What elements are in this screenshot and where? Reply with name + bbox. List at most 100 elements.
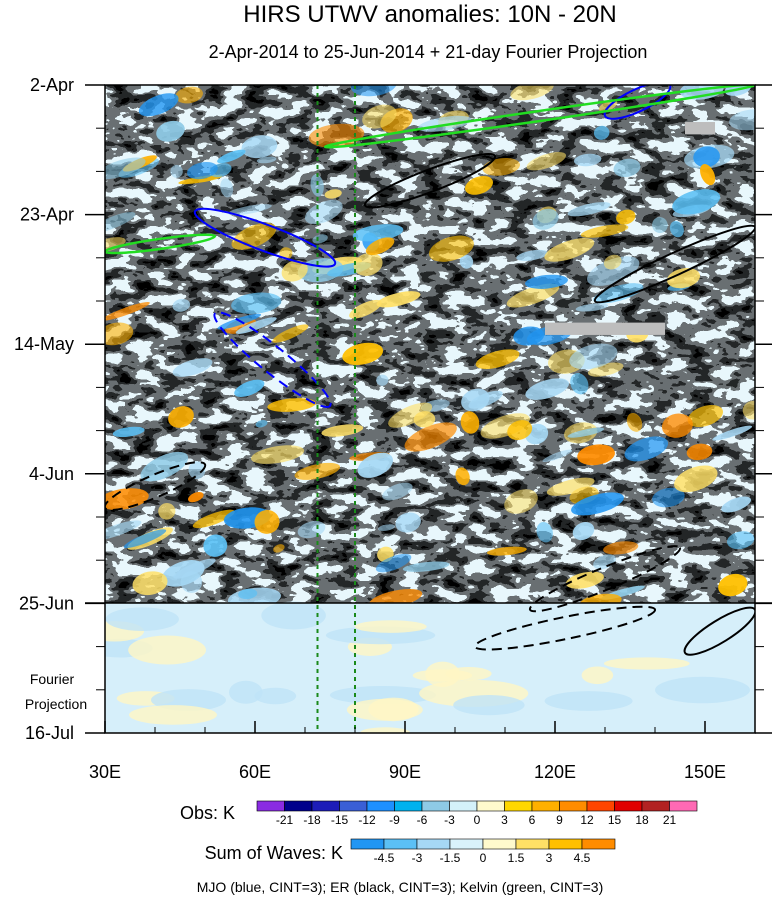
projection-cell — [354, 620, 427, 633]
anomaly-cell — [105, 237, 126, 253]
anomaly-cell — [312, 234, 328, 244]
anomaly-cell — [593, 283, 644, 304]
colorbar-swatch — [339, 800, 368, 812]
projection-cell — [603, 657, 690, 670]
anomaly-cell — [652, 217, 668, 234]
anomaly-cell — [238, 588, 258, 600]
anomaly-cell — [572, 522, 595, 541]
colorbar-level-label: -6 — [417, 813, 428, 827]
anomaly-cell — [544, 238, 595, 262]
anomaly-cell — [460, 411, 480, 434]
anomaly-cell — [105, 322, 134, 346]
waves-colorbar: Sum of Waves: K -4.5 -3 -1.5 0 1.5 3 4.5 — [205, 838, 616, 865]
anomaly-cell — [365, 237, 395, 256]
colorbar-level-label: 12 — [580, 813, 594, 827]
obs-colorbar: Obs: K -21 -18 -15 -12 -9 -6 -3 0 3 6 9 12 15 18 21 — [180, 800, 698, 827]
anomaly-cell — [178, 174, 223, 185]
anomaly-cell — [536, 521, 553, 543]
anomaly-cell — [532, 208, 559, 230]
anomaly-cell — [321, 424, 364, 437]
reference-longitude-lines — [316, 85, 356, 733]
anomaly-cell — [742, 400, 755, 420]
anomaly-cell — [721, 496, 751, 513]
anomaly-cell — [546, 477, 595, 496]
anomaly-cell — [281, 260, 308, 282]
projection-label-line2: Projection — [25, 696, 87, 712]
colorbar-swatch — [504, 800, 533, 812]
colorbar-swatch — [476, 800, 505, 812]
anomaly-cell — [188, 491, 204, 503]
plot-area — [105, 85, 755, 733]
x-tick-label: 30E — [89, 762, 121, 782]
projection-cell — [655, 676, 750, 704]
anomaly-cell — [362, 104, 397, 129]
colorbar-swatch — [311, 800, 340, 812]
anomaly-cell — [468, 390, 503, 409]
colorbar-level-label: 15 — [608, 813, 622, 827]
projection-cell — [229, 680, 263, 704]
anomaly-cell — [272, 324, 309, 343]
anomaly-cell — [357, 452, 394, 478]
colorbar-level-label: -3 — [444, 813, 455, 827]
anomaly-cell — [580, 224, 629, 238]
projection-cell — [544, 691, 633, 711]
projection-cell — [105, 607, 179, 631]
colorbar-swatch — [416, 838, 451, 850]
anomaly-cell — [661, 413, 693, 438]
x-tick-label: 120E — [534, 762, 576, 782]
anomaly-cell — [382, 482, 413, 501]
colorbar-level-label: 18 — [635, 813, 649, 827]
colorbar-swatch — [449, 838, 484, 850]
anomaly-cell — [217, 149, 246, 164]
kelvin-contour-positive — [323, 85, 755, 149]
x-tick-label: 60E — [239, 762, 271, 782]
anomaly-cell — [542, 449, 573, 463]
colorbar-swatch — [383, 838, 418, 850]
anomaly-cell — [593, 125, 610, 140]
anomaly-cell — [712, 425, 753, 441]
y-tick-label: 14-May — [14, 334, 74, 354]
anomaly-cell — [353, 252, 383, 276]
anomaly-cell — [687, 404, 724, 428]
anomaly-cell — [138, 93, 179, 117]
anomaly-cell — [575, 303, 609, 312]
anomaly-cell — [304, 199, 343, 225]
anomaly-cell — [324, 189, 342, 199]
colorbar-level-label: -15 — [331, 813, 349, 827]
anomaly-cell — [624, 436, 669, 462]
er-contour-negative — [528, 545, 682, 613]
y-tick-label: 25-Jun — [19, 593, 74, 613]
anomaly-cell — [220, 178, 234, 198]
x-tick-label: 150E — [684, 762, 726, 782]
colorbar-swatch — [256, 800, 285, 812]
anomaly-cell — [402, 561, 450, 572]
anomaly-cell — [525, 378, 570, 400]
mjo-contour-positive — [193, 207, 337, 268]
anomaly-cell — [616, 209, 636, 225]
colorbar-level-label: -3 — [412, 851, 423, 865]
anomaly-cell — [378, 524, 395, 531]
colorbar-level-label: -4.5 — [374, 851, 395, 865]
anomaly-cell — [388, 402, 433, 428]
anomaly-cell — [105, 211, 136, 233]
anomaly-cell — [513, 326, 545, 346]
anomaly-cell — [718, 573, 748, 597]
anomaly-cell — [273, 544, 285, 553]
y-axis: 2-Apr 23-Apr 14-May 4-Jun 25-Jun 16-Jul — [14, 75, 772, 743]
anomaly-cell — [251, 445, 305, 464]
anomaly-cell — [504, 489, 538, 514]
plot-frame — [104, 84, 756, 734]
colorbar-swatch — [669, 800, 698, 812]
colorbar-title: Obs: K — [180, 803, 235, 823]
anomaly-cell — [510, 85, 554, 101]
colorbar-level-label: 0 — [474, 813, 481, 827]
anomaly-cell — [132, 571, 168, 596]
colorbar-swatch — [350, 838, 385, 850]
anomaly-cell — [674, 465, 718, 493]
chart-title: HIRS UTWV anomalies: 10N - 20N — [243, 1, 616, 28]
anomaly-cell — [375, 553, 412, 573]
anomaly-cell — [669, 220, 684, 238]
anomaly-cell — [567, 202, 611, 217]
anomaly-cell — [577, 444, 615, 466]
anomaly-cell — [376, 374, 389, 386]
